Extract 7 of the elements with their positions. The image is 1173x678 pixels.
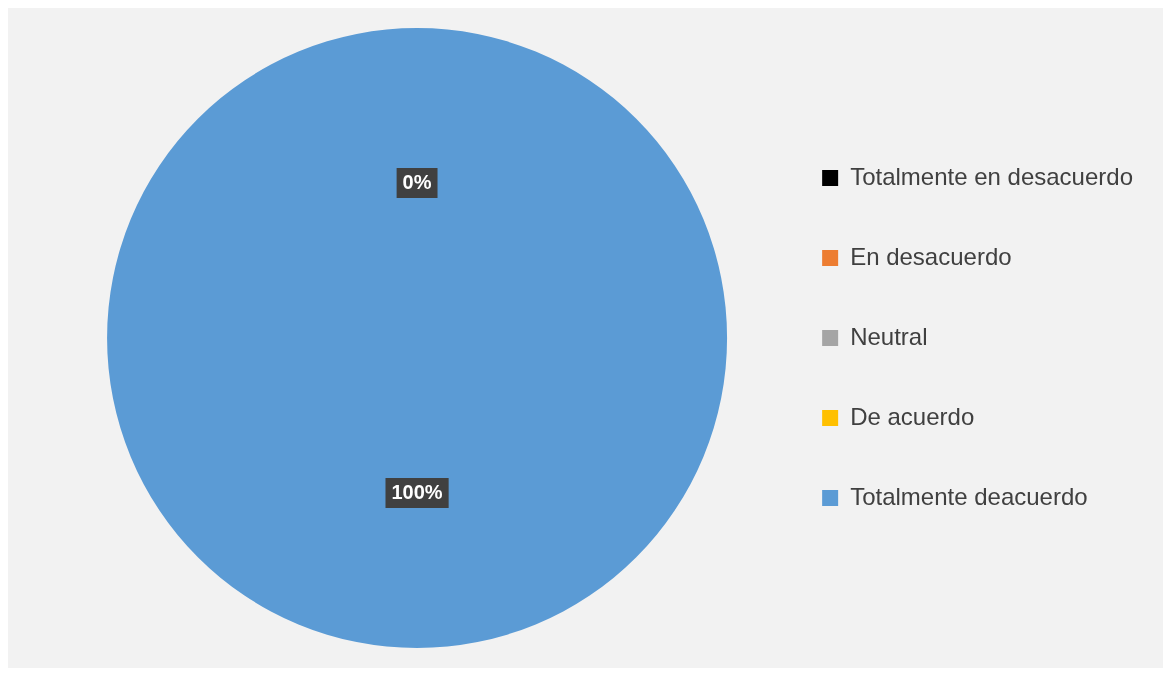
data-label: 100% (391, 480, 443, 503)
text: 0% (402, 170, 432, 193)
legend-label: Totalmente en desacuerdo (850, 162, 1133, 190)
legend-label: De acuerdo (850, 402, 975, 430)
legend-label: Totalmente deacuerdo (850, 482, 1088, 510)
legend-label: Neutral (850, 322, 928, 350)
legend-label: En desacuerdo (850, 242, 1012, 270)
